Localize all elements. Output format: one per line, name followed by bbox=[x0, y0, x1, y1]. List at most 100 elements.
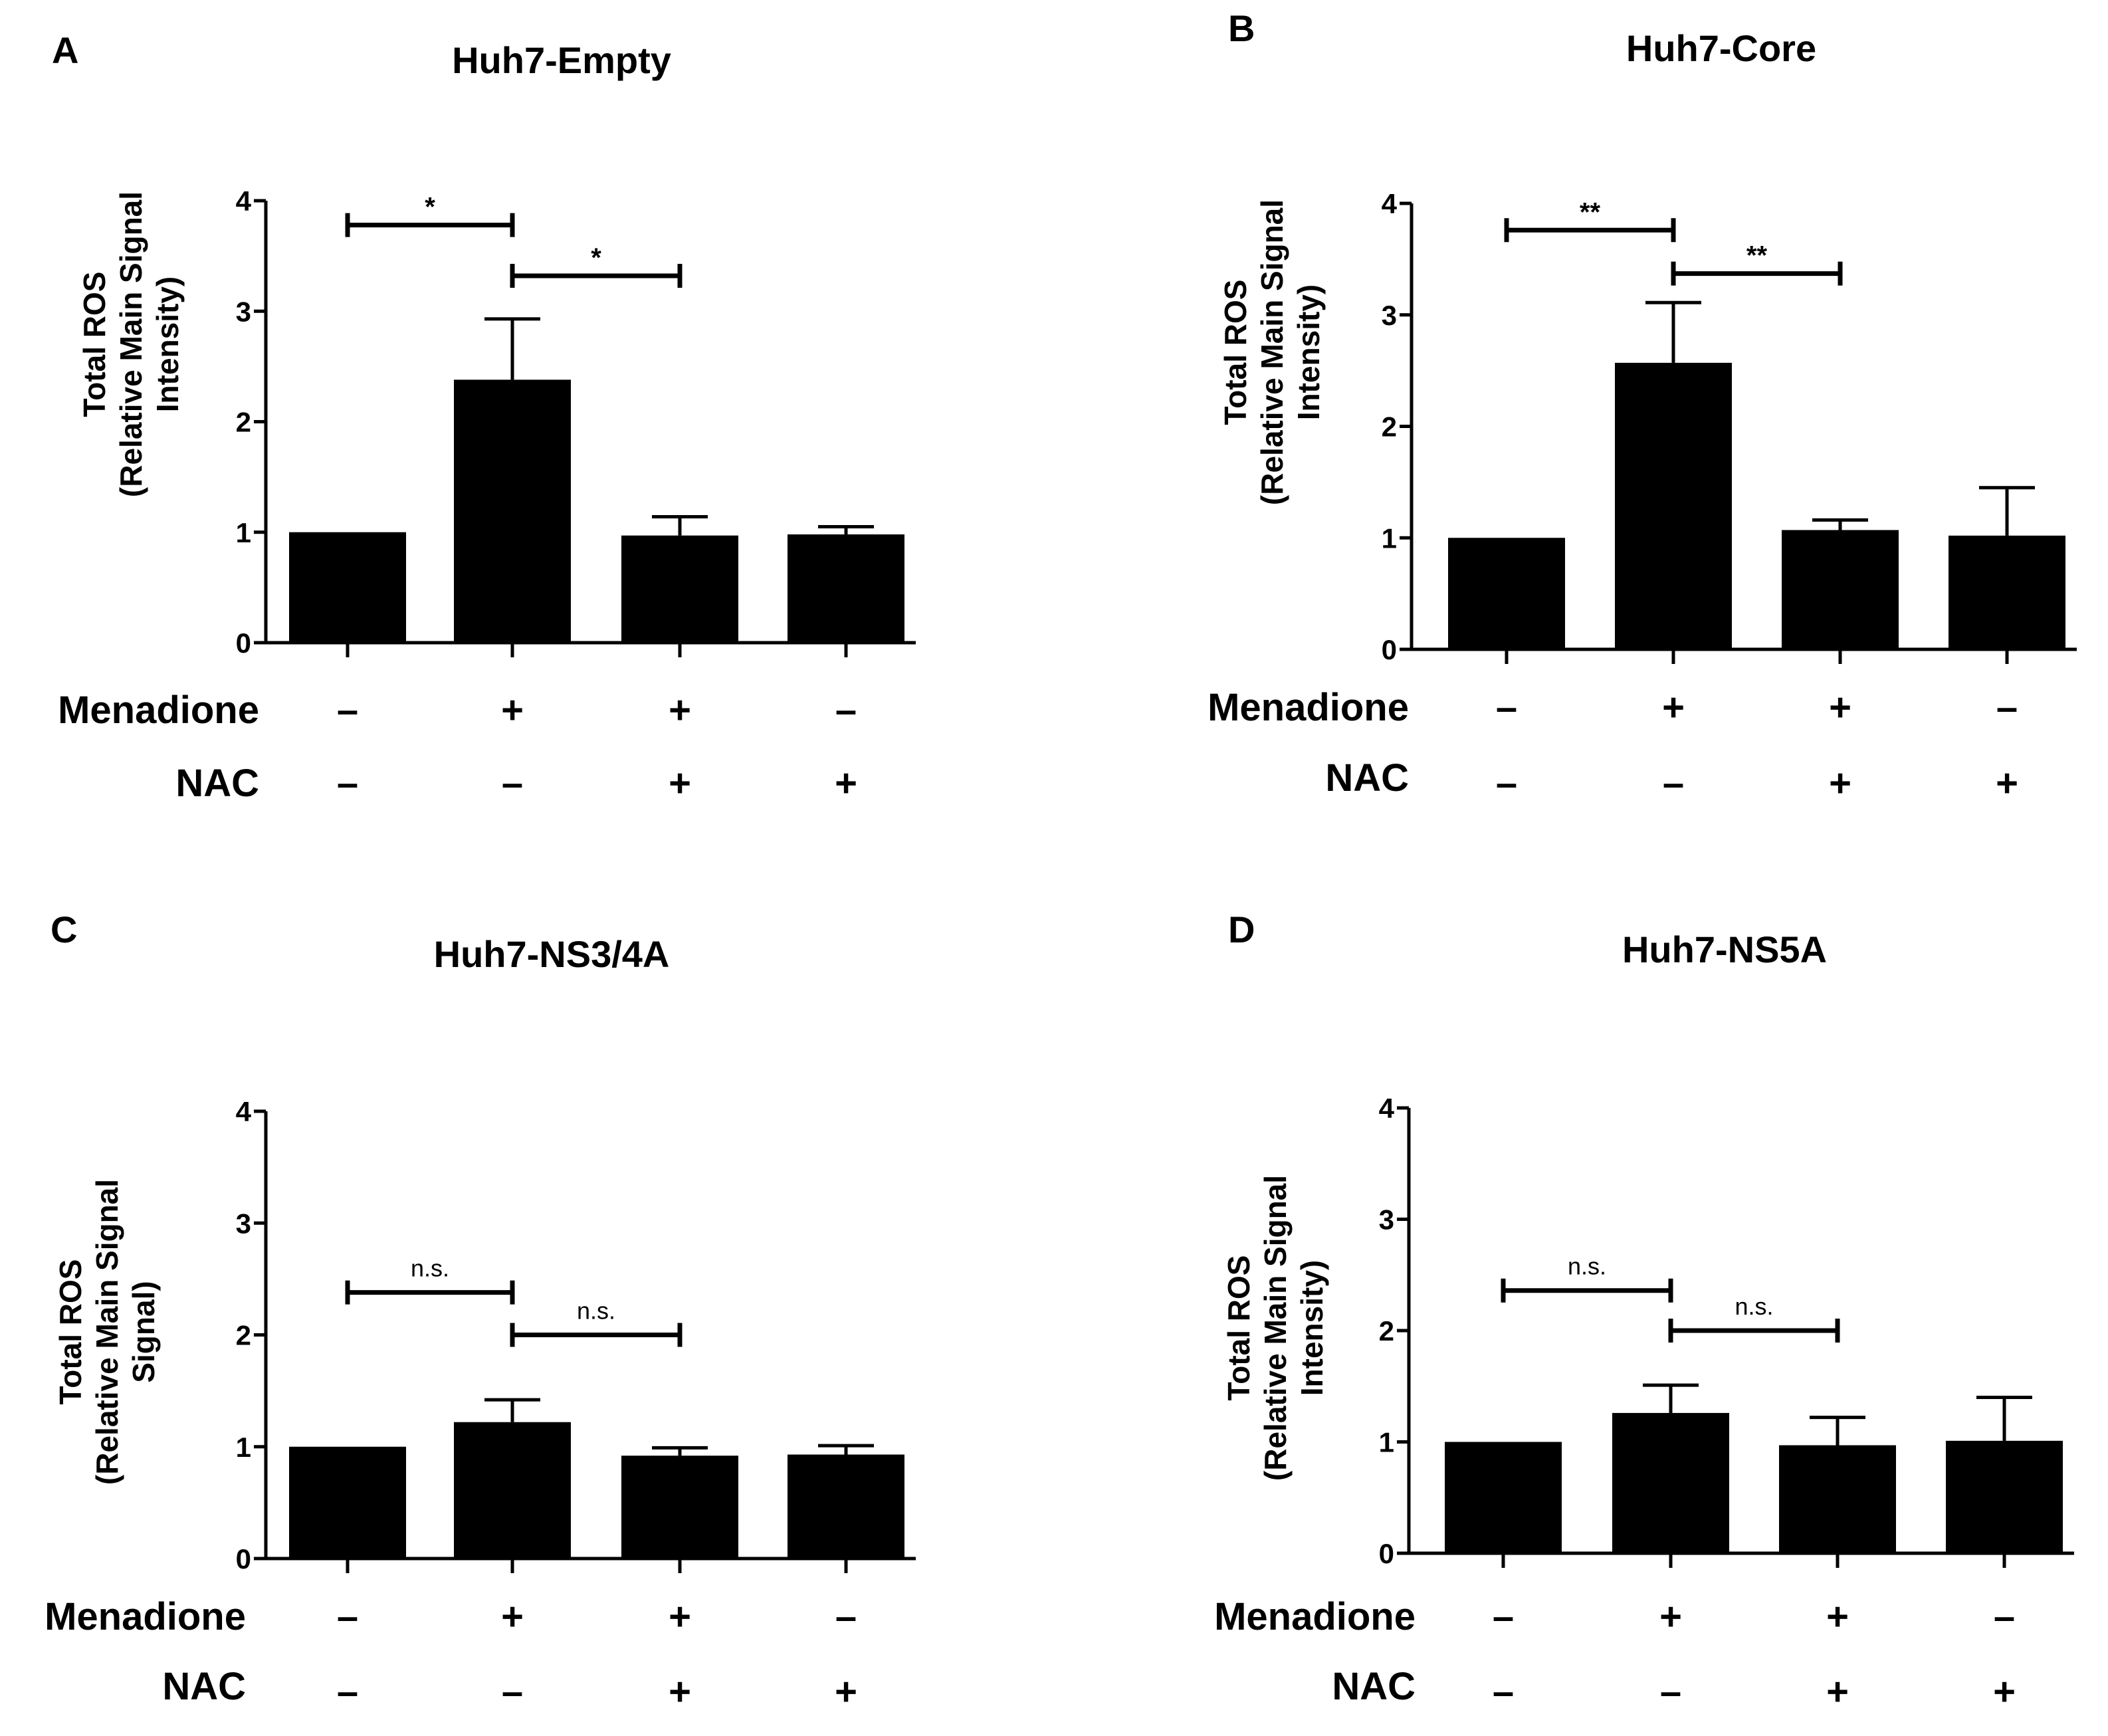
chart-title: Huh7-Empty bbox=[452, 39, 671, 81]
significance-label: * bbox=[591, 243, 601, 272]
bar bbox=[1779, 1445, 1896, 1553]
y-axis-label: Total ROS(Relative Main SignalIntensity) bbox=[77, 191, 185, 497]
treatment-sign: + bbox=[1829, 686, 1851, 729]
bar bbox=[1448, 538, 1565, 649]
y-tick-label: 1 bbox=[1379, 1427, 1394, 1458]
treatment-sign: – bbox=[1496, 686, 1517, 729]
y-axis-label: Total ROS(Relative Main SignalIntensity) bbox=[1218, 199, 1326, 505]
treatment-sign: + bbox=[1826, 1595, 1849, 1638]
y-tick-label: 3 bbox=[1379, 1204, 1394, 1236]
bar bbox=[1782, 530, 1899, 649]
y-axis-label-line: (Relative Main Signal bbox=[1255, 199, 1289, 505]
treatment-label-menadione: Menadione bbox=[1208, 686, 1409, 729]
bar bbox=[788, 1454, 904, 1559]
y-tick-label: 0 bbox=[236, 1543, 251, 1574]
y-tick-label: 4 bbox=[236, 1096, 252, 1127]
y-tick-label: 4 bbox=[1379, 1093, 1395, 1124]
treatment-sign: + bbox=[1996, 762, 2018, 805]
treatment-sign: + bbox=[1662, 686, 1685, 729]
y-tick-label: 3 bbox=[236, 1208, 251, 1239]
treatment-sign: – bbox=[337, 762, 358, 805]
treatment-sign: + bbox=[1993, 1670, 2016, 1713]
significance-label: ** bbox=[1580, 197, 1601, 227]
treatment-sign: – bbox=[1493, 1670, 1514, 1713]
chart-title: Huh7-NS3/4A bbox=[434, 933, 670, 975]
y-tick-label: 0 bbox=[1379, 1538, 1394, 1569]
treatment-label-nac: NAC bbox=[1332, 1665, 1416, 1708]
y-axis-label-line: Total ROS bbox=[1218, 280, 1253, 425]
significance-label: n.s. bbox=[1568, 1253, 1606, 1280]
panel-d: D Huh7-NS5A Total ROS(Relative Main Signal… bbox=[1214, 909, 2074, 1713]
chart-title: Huh7-NS5A bbox=[1622, 928, 1827, 970]
y-axis-label-line: Total ROS bbox=[1221, 1255, 1256, 1401]
treatment-sign: – bbox=[1660, 1670, 1681, 1713]
y-tick-label: 2 bbox=[236, 1320, 251, 1351]
bar bbox=[788, 534, 904, 643]
chart-title: Huh7-Core bbox=[1626, 27, 1816, 69]
bar bbox=[1949, 535, 2065, 649]
bar bbox=[289, 1446, 406, 1559]
bar bbox=[1445, 1442, 1562, 1553]
panel-c: C Huh7-NS3/4A Total ROS(Relative Main Sign… bbox=[45, 909, 916, 1713]
panel-a: A Huh7-Empty Total ROS(Relative Main Signa… bbox=[52, 29, 916, 805]
treatment-sign: + bbox=[669, 1670, 691, 1713]
treatment-sign: – bbox=[1493, 1595, 1514, 1638]
y-axis-label: Total ROS(Relative Main SignalSignal) bbox=[53, 1179, 161, 1485]
bar bbox=[1612, 1412, 1729, 1553]
significance-label: * bbox=[425, 193, 435, 222]
bar bbox=[1946, 1440, 2063, 1553]
treatment-sign: – bbox=[502, 1670, 523, 1713]
treatment-label-nac: NAC bbox=[175, 762, 259, 805]
panel-label: A bbox=[52, 29, 78, 71]
y-tick-label: 0 bbox=[236, 627, 251, 659]
y-axis-label-line: (Relative Main Signal bbox=[90, 1179, 124, 1485]
significance-label: n.s. bbox=[1735, 1293, 1773, 1320]
treatment-sign: – bbox=[337, 689, 358, 732]
treatment-label-nac: NAC bbox=[162, 1665, 246, 1708]
bar bbox=[621, 535, 738, 643]
y-tick-label: 1 bbox=[236, 517, 251, 548]
panel-label: D bbox=[1228, 909, 1255, 950]
treatment-sign: + bbox=[835, 1670, 857, 1713]
panel-b: B Huh7-Core Total ROS(Relative Main Signal… bbox=[1208, 7, 2077, 805]
panel-label: C bbox=[51, 909, 77, 950]
y-tick-label: 1 bbox=[236, 1432, 251, 1463]
y-tick-label: 3 bbox=[236, 296, 251, 327]
y-tick-label: 1 bbox=[1382, 522, 1397, 554]
panel-label: B bbox=[1228, 7, 1255, 49]
y-axis-label-line: (Relative Main Signal bbox=[1258, 1175, 1293, 1481]
y-axis-label-line: Intensity) bbox=[150, 276, 185, 412]
bar bbox=[454, 380, 571, 643]
treatment-label-menadione: Menadione bbox=[58, 689, 259, 732]
y-axis-label-line: (Relative Main Signal bbox=[114, 191, 148, 497]
y-tick-label: 2 bbox=[236, 407, 251, 438]
y-tick-label: 4 bbox=[1382, 188, 1398, 219]
y-tick-label: 0 bbox=[1382, 634, 1397, 665]
treatment-sign: + bbox=[835, 762, 857, 805]
y-axis-label-line: Intensity) bbox=[1295, 1260, 1329, 1396]
treatment-sign: + bbox=[669, 1595, 691, 1638]
y-axis-label-line: Intensity) bbox=[1291, 284, 1326, 420]
significance-label: n.s. bbox=[577, 1297, 615, 1325]
treatment-sign: – bbox=[835, 1595, 857, 1638]
significance-label: ** bbox=[1746, 241, 1768, 271]
y-tick-label: 4 bbox=[236, 185, 252, 217]
y-axis-label-line: Signal) bbox=[126, 1281, 161, 1382]
y-tick-label: 3 bbox=[1382, 300, 1397, 331]
bar bbox=[289, 532, 406, 643]
treatment-sign: + bbox=[1659, 1595, 1682, 1638]
treatment-sign: – bbox=[337, 1670, 358, 1713]
y-axis-label-line: Total ROS bbox=[53, 1259, 88, 1405]
treatment-sign: – bbox=[1496, 762, 1517, 805]
treatment-sign: + bbox=[1826, 1670, 1849, 1713]
y-tick-label: 2 bbox=[1382, 411, 1397, 443]
treatment-sign: – bbox=[1663, 762, 1684, 805]
treatment-sign: + bbox=[669, 762, 691, 805]
treatment-sign: – bbox=[1994, 1595, 2015, 1638]
treatment-sign: – bbox=[337, 1595, 358, 1638]
treatment-sign: – bbox=[502, 762, 523, 805]
y-axis-label: Total ROS(Relative Main SignalIntensity) bbox=[1221, 1175, 1329, 1481]
treatment-label-menadione: Menadione bbox=[45, 1595, 246, 1638]
treatment-label-nac: NAC bbox=[1325, 756, 1409, 800]
